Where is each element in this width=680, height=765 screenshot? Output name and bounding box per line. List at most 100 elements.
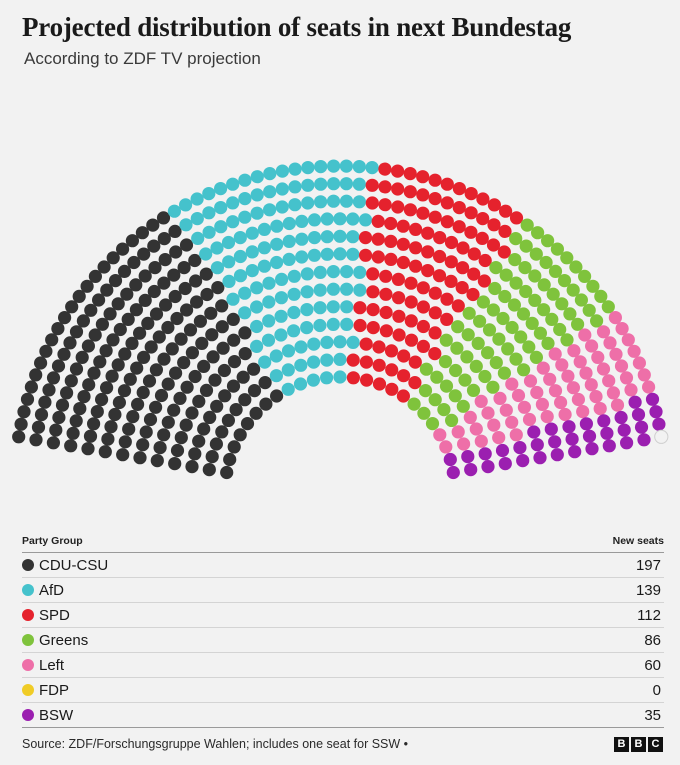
- seat-spd: [379, 287, 393, 301]
- seat-cdu-csu: [29, 368, 43, 382]
- seat-left: [555, 358, 569, 372]
- seat-left: [579, 366, 593, 380]
- seat-afd: [300, 267, 314, 281]
- seat-bsw: [443, 452, 457, 467]
- seat-afd: [274, 291, 288, 305]
- seat-spd: [384, 234, 398, 248]
- seat-left: [609, 347, 623, 361]
- seat-left: [632, 356, 647, 370]
- seat-greens: [519, 239, 533, 253]
- seat-cdu-csu: [190, 295, 204, 309]
- seat-left: [558, 407, 572, 422]
- seat-spd: [428, 347, 442, 361]
- seat-greens: [419, 362, 433, 376]
- seat-spd: [464, 206, 478, 220]
- seat-spd: [452, 220, 466, 234]
- seat-greens: [522, 340, 536, 354]
- seat-afd: [210, 241, 224, 255]
- new-seats-header: New seats: [612, 535, 664, 547]
- seat-spd: [421, 226, 435, 240]
- seat-afd: [340, 317, 354, 331]
- seat-cdu-csu: [69, 414, 83, 428]
- seat-greens: [437, 403, 451, 417]
- bbc-logo: B B C: [614, 737, 663, 752]
- seat-cdu-csu: [215, 320, 229, 334]
- seat-cdu-csu: [178, 281, 192, 296]
- seat-afd: [221, 235, 236, 250]
- seat-afd: [301, 196, 315, 210]
- seat-spd: [467, 247, 481, 261]
- seat-left: [505, 377, 519, 391]
- seat-cdu-csu: [112, 395, 126, 410]
- seat-afd: [287, 287, 301, 301]
- seat-spd: [467, 267, 481, 281]
- seat-afd: [274, 328, 288, 342]
- seat-bsw: [513, 441, 527, 455]
- seat-afd: [257, 222, 271, 236]
- seat-cdu-csu: [95, 317, 109, 331]
- seat-greens: [560, 333, 574, 347]
- seat-left: [536, 361, 550, 375]
- seat-afd: [307, 337, 321, 351]
- seat-afd: [222, 255, 236, 269]
- seat-cdu-csu: [216, 341, 230, 355]
- seat-afd: [300, 303, 314, 317]
- seat-afd: [326, 282, 340, 296]
- party-cell: BSW: [22, 707, 73, 724]
- party-swatch: [22, 609, 34, 621]
- seat-cdu-csu: [188, 253, 202, 268]
- seat-spd: [416, 319, 430, 334]
- party-name: Greens: [39, 631, 89, 649]
- seat-cdu-csu: [81, 339, 95, 353]
- seat-greens: [541, 234, 555, 248]
- seat-afd: [214, 201, 228, 215]
- seat-afd: [258, 355, 272, 369]
- seat-cdu-csu: [52, 410, 66, 425]
- seat-cdu-csu: [17, 405, 31, 419]
- seat-afd: [233, 231, 247, 245]
- seat-left: [511, 388, 526, 403]
- seat-afd: [261, 333, 276, 347]
- seat-afd: [326, 317, 340, 331]
- seat-afd: [327, 177, 341, 191]
- seat-afd: [320, 230, 334, 244]
- seat-afd: [269, 349, 283, 363]
- seat-left: [593, 402, 607, 416]
- seat-afd: [282, 252, 296, 266]
- seat-cdu-csu: [156, 211, 171, 225]
- table-row: Left 60: [22, 653, 664, 678]
- seat-left: [548, 384, 563, 398]
- party-swatch: [22, 709, 34, 721]
- seat-spd: [444, 235, 459, 250]
- seat-spd: [372, 340, 386, 354]
- seat-left: [499, 403, 513, 417]
- seat-cdu-csu: [150, 454, 164, 468]
- seat-afd: [340, 282, 354, 296]
- seat-cdu-csu: [157, 232, 171, 246]
- seat-cdu-csu: [185, 346, 199, 360]
- seat-left: [596, 325, 611, 339]
- seat-greens: [555, 297, 569, 311]
- seat-greens: [563, 307, 577, 321]
- seat-cdu-csu: [90, 405, 104, 419]
- seat-spd: [372, 377, 387, 391]
- seat-afd: [238, 286, 252, 300]
- seat-spd: [397, 349, 411, 363]
- seat-cdu-csu: [147, 284, 161, 299]
- seat-left: [584, 378, 598, 392]
- seat-spd: [396, 255, 410, 270]
- seat-cdu-csu: [179, 238, 194, 252]
- seat-greens: [548, 264, 563, 278]
- seat-cdu-csu: [205, 450, 219, 464]
- seat-afd: [288, 162, 302, 176]
- seat-cdu-csu: [100, 381, 114, 395]
- seat-cdu-csu: [100, 283, 114, 297]
- seat-bsw: [620, 436, 634, 450]
- seat-bsw: [614, 410, 628, 425]
- seat-spd: [408, 376, 422, 390]
- seat-count: 86: [644, 631, 661, 649]
- party-cell: CDU-CSU: [22, 557, 108, 574]
- seat-cdu-csu: [97, 260, 111, 274]
- seat-afd: [282, 234, 296, 248]
- seat-greens: [519, 284, 533, 299]
